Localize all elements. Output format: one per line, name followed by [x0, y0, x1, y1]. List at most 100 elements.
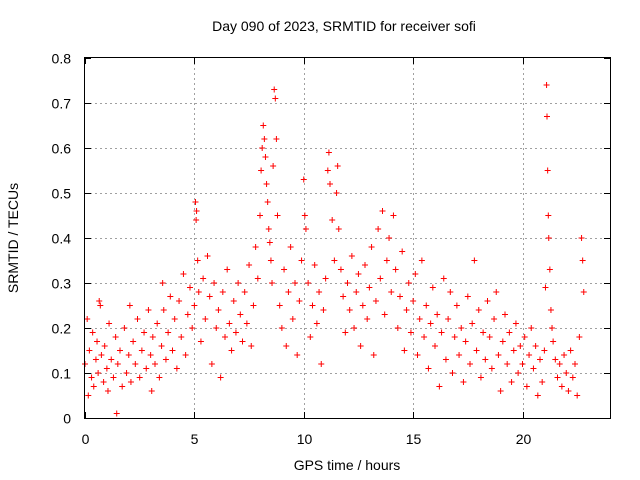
data-point — [258, 167, 265, 174]
data-point — [578, 235, 585, 241]
data-point — [309, 302, 316, 309]
data-point — [217, 374, 224, 381]
data-point — [334, 163, 341, 169]
data-point — [565, 388, 572, 394]
data-point — [550, 338, 557, 345]
data-point — [410, 298, 417, 304]
data-point — [544, 167, 551, 174]
data-point — [96, 298, 103, 304]
data-point — [184, 311, 191, 318]
data-point — [152, 361, 158, 367]
data-point — [469, 320, 476, 327]
data-point — [425, 365, 432, 372]
data-point — [239, 338, 246, 345]
data-point — [462, 338, 469, 345]
data-point — [235, 280, 242, 286]
data-point — [125, 352, 132, 358]
data-point — [447, 289, 454, 295]
y-tick-label: 0.3 — [52, 276, 72, 292]
data-point — [263, 181, 270, 187]
data-point — [278, 325, 285, 331]
x-tick-label: 10 — [297, 431, 313, 447]
data-point — [563, 370, 570, 376]
data-point — [224, 266, 231, 273]
y-tick-label: 0.8 — [52, 51, 72, 67]
data-point — [348, 253, 355, 259]
data-point — [274, 212, 281, 219]
data-point — [333, 190, 340, 196]
data-point — [488, 365, 495, 372]
data-point — [215, 307, 222, 313]
data-point — [438, 329, 445, 336]
data-point — [502, 311, 508, 318]
data-point — [89, 329, 96, 336]
data-point — [324, 167, 331, 174]
data-point — [316, 289, 323, 295]
grid — [85, 58, 610, 418]
data-point — [167, 293, 174, 300]
data-point — [475, 307, 482, 313]
data-point — [545, 212, 552, 219]
data-point — [467, 361, 473, 367]
data-point — [204, 253, 211, 259]
data-point — [537, 356, 543, 363]
data-point — [248, 343, 255, 349]
data-point — [192, 199, 199, 205]
data-point — [506, 329, 513, 336]
data-point — [325, 149, 332, 156]
data-point — [359, 302, 366, 309]
data-point — [532, 343, 539, 349]
data-point — [331, 257, 338, 264]
data-point — [320, 307, 327, 313]
data-point — [392, 266, 399, 273]
data-point — [108, 356, 115, 363]
data-point — [337, 266, 344, 273]
data-point — [187, 284, 193, 291]
data-point — [103, 365, 110, 372]
data-point — [442, 356, 449, 363]
data-point — [302, 226, 309, 232]
data-point — [366, 284, 373, 291]
data-point — [202, 316, 209, 322]
data-point — [364, 316, 371, 322]
data-point — [285, 289, 292, 295]
data-point — [451, 334, 458, 340]
data-point — [401, 347, 408, 354]
data-point — [554, 374, 561, 381]
y-tick-label: 0.2 — [52, 321, 72, 337]
data-point — [493, 289, 500, 295]
data-point — [318, 361, 325, 367]
data-point — [561, 352, 568, 358]
y-axis-label: SRMTID / TECUs — [5, 183, 21, 293]
data-point — [353, 289, 360, 295]
data-point — [289, 316, 296, 322]
data-point — [171, 316, 178, 322]
data-point — [194, 257, 201, 264]
data-point — [558, 383, 565, 390]
data-point — [123, 370, 130, 376]
data-point — [530, 365, 537, 372]
data-point — [252, 244, 259, 250]
data-point — [579, 257, 586, 264]
data-point — [85, 392, 92, 399]
data-point — [173, 365, 180, 372]
data-point — [158, 343, 165, 349]
data-point — [486, 334, 493, 340]
data-point — [458, 325, 465, 331]
data-point — [95, 370, 102, 376]
data-point — [482, 356, 489, 363]
data-point — [445, 316, 452, 322]
data-point — [270, 163, 277, 169]
data-point — [388, 289, 395, 295]
data-point — [368, 244, 375, 250]
data-point — [159, 280, 166, 286]
data-point — [440, 275, 447, 282]
data-point — [412, 271, 419, 277]
data-point — [206, 293, 213, 300]
data-point — [273, 136, 280, 142]
data-point — [541, 347, 548, 354]
data-point — [449, 370, 456, 376]
data-point — [88, 374, 95, 381]
data-point — [101, 343, 108, 349]
